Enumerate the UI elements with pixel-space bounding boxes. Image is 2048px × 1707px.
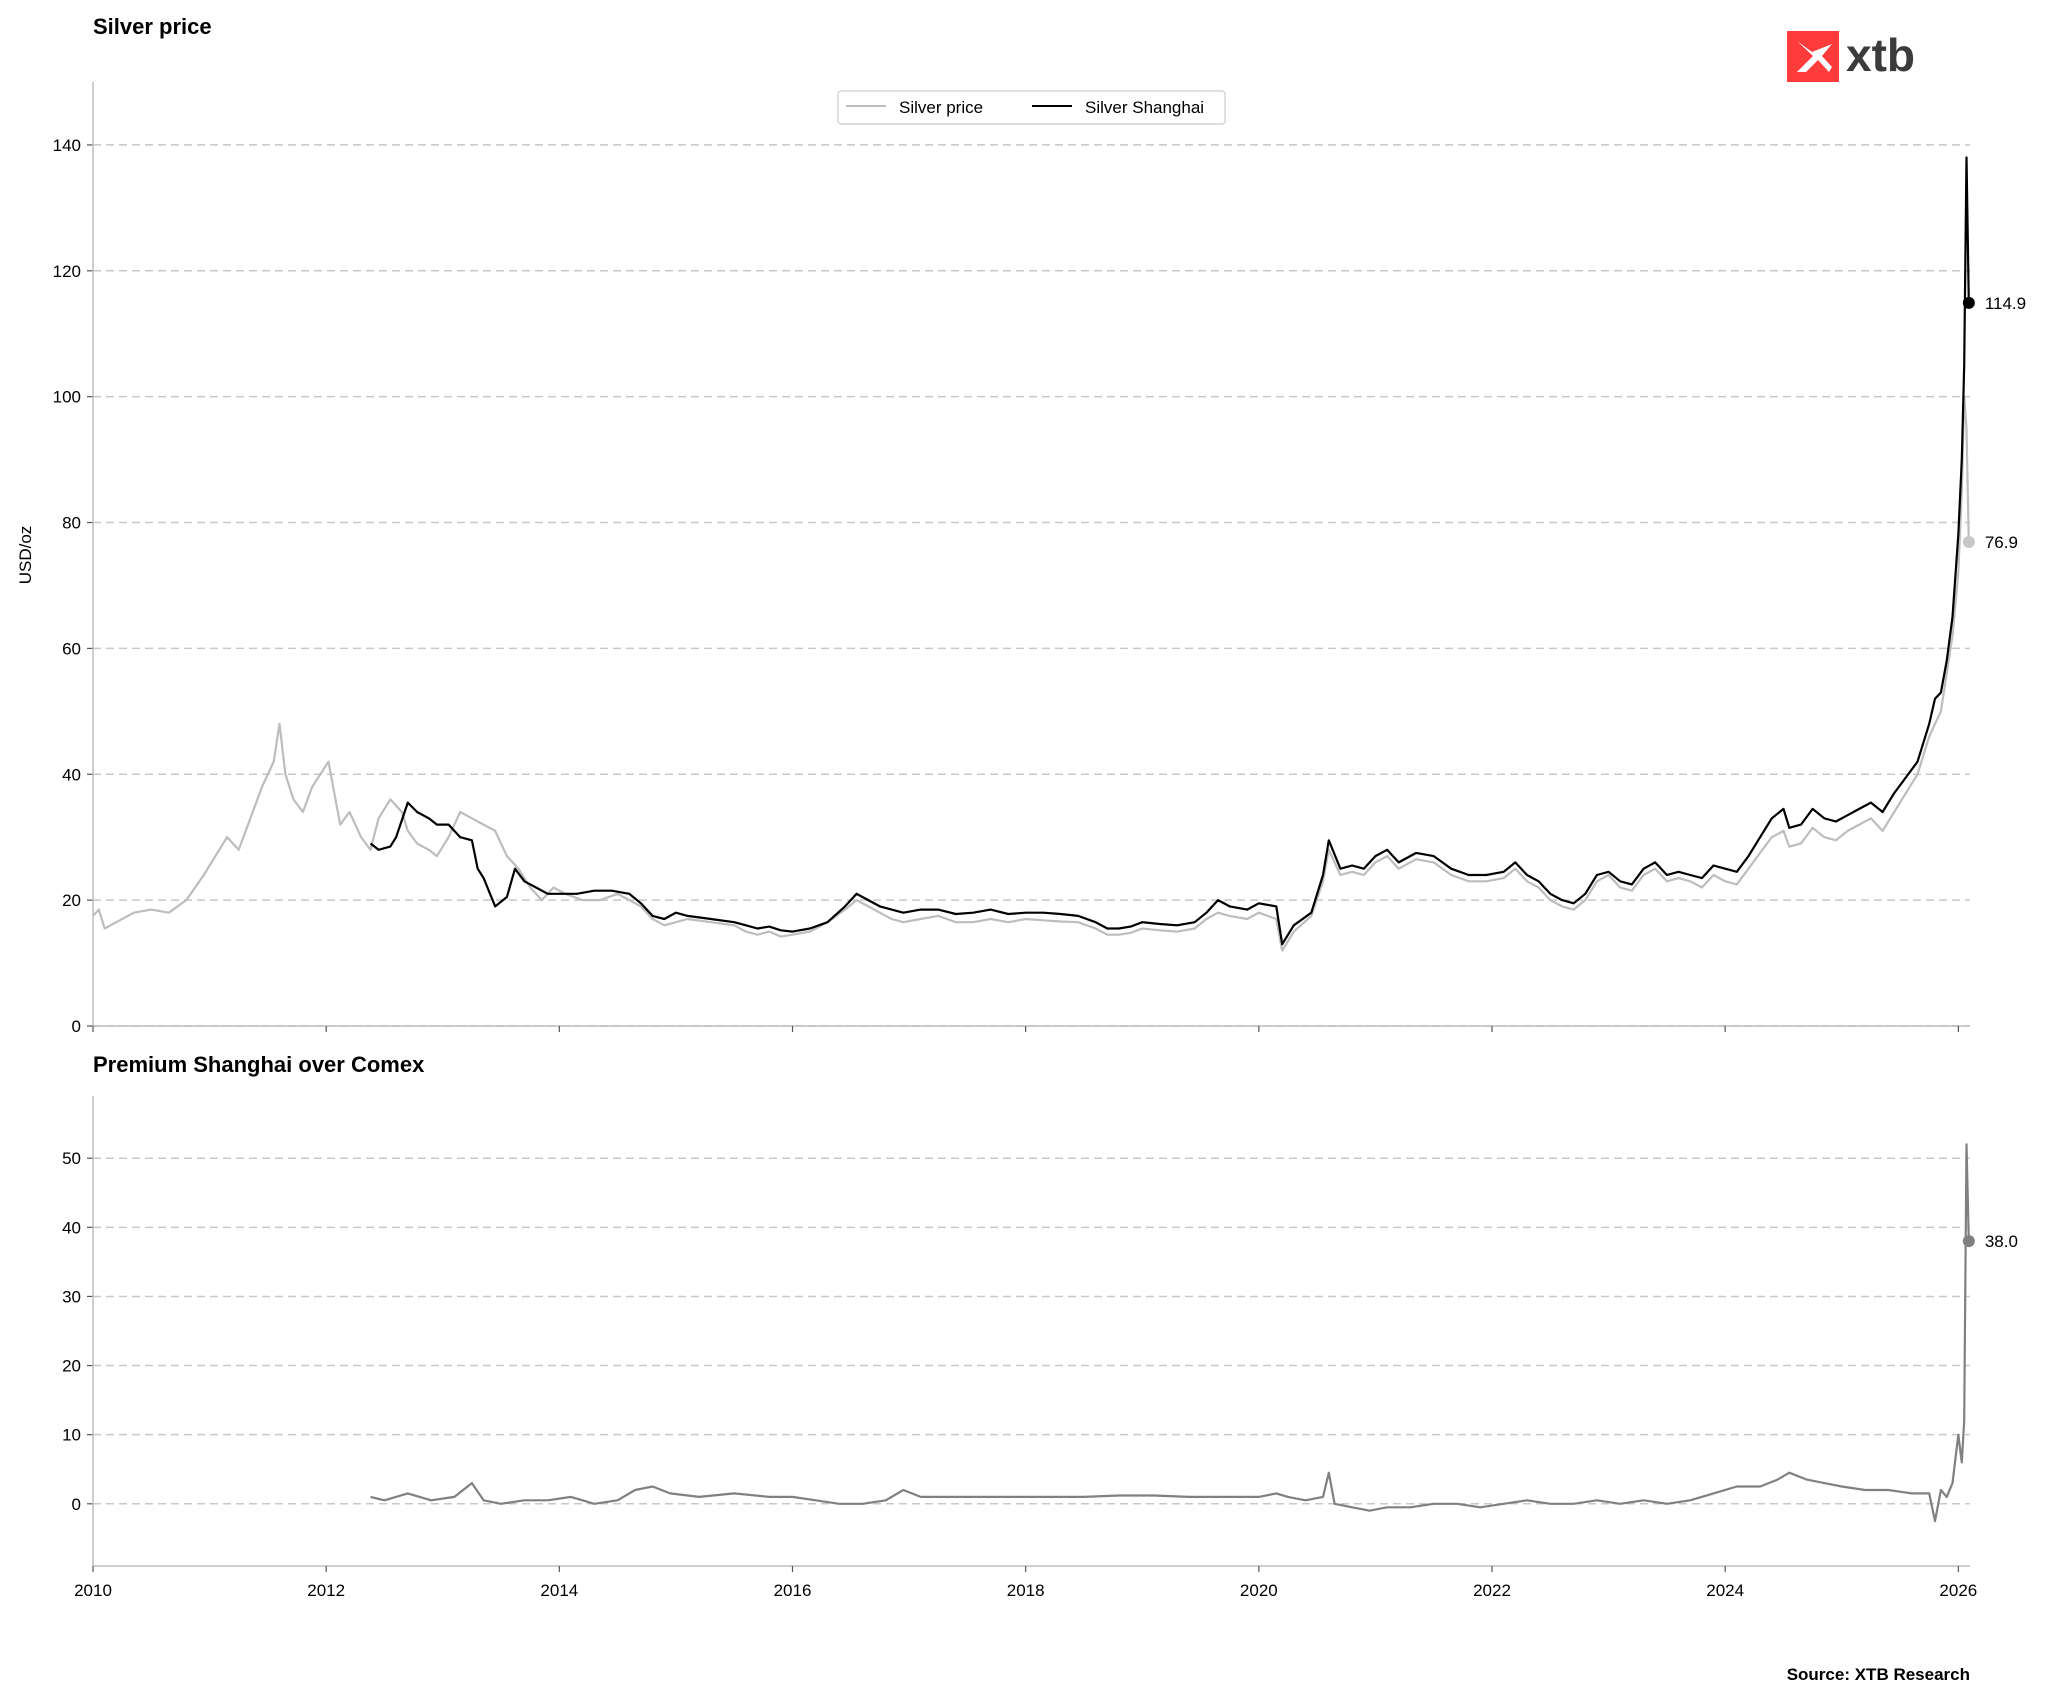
series-line-silver-price [92,395,1970,952]
y-tick-label-20-p1: 20 [62,891,81,910]
y-tick-label-30-p2: 30 [62,1287,81,1306]
y-tick-label-50-p2: 50 [62,1149,81,1168]
y-axis-label: USD/oz [16,526,35,585]
x-tick-label-2010: 2010 [74,1581,112,1600]
legend-label-silver-shanghai: Silver Shanghai [1085,98,1204,117]
y-tick-label-0-p1: 0 [72,1017,81,1036]
x-tick-label-2014: 2014 [540,1581,578,1600]
series-line-premium [370,1143,1970,1523]
x-tick-label-2020: 2020 [1240,1581,1278,1600]
y-tick-label-120-p1: 120 [53,262,81,281]
legend: Silver price Silver Shanghai [837,90,1226,125]
x-tick-label-2026: 2026 [1939,1581,1977,1600]
series-line-silver-shanghai [369,156,1970,946]
x-tick-label-2012: 2012 [307,1581,345,1600]
end-marker-114.9 [1962,296,1975,309]
top-chart-title: Silver price [93,14,212,39]
x-tick-label-2018: 2018 [1007,1581,1045,1600]
xtb-logo: xtb [1787,29,1915,82]
legend-box [837,90,1226,125]
y-tick-label-10-p2: 10 [62,1426,81,1445]
y-tick-label-140-p1: 140 [53,136,81,155]
x-tick-label-2022: 2022 [1473,1581,1511,1600]
legend-label-silver-price: Silver price [899,98,983,117]
y-tick-label-40-p2: 40 [62,1218,81,1237]
end-label-76.9: 76.9 [1985,533,2018,552]
end-marker-76.9 [1962,536,1975,549]
end-marker-38.0 [1962,1235,1975,1248]
source-note: Source: XTB Research [1787,1665,1970,1684]
x-tick-label-2016: 2016 [774,1581,812,1600]
end-label-38.0: 38.0 [1985,1232,2018,1251]
y-tick-label-20-p2: 20 [62,1357,81,1376]
y-tick-label-60-p1: 60 [62,639,81,658]
y-tick-label-0-p2: 0 [72,1495,81,1514]
plot-layer: 0 20 40 60 80 100 120 140 114.9 76.9 0 10 20 30 40 50 20… [53,82,2026,1600]
end-label-114.9: 114.9 [1985,294,2026,313]
xtb-logo-text: xtb [1846,29,1915,81]
y-tick-label-80-p1: 80 [62,514,81,533]
y-tick-label-100-p1: 100 [53,388,81,407]
x-tick-label-2024: 2024 [1706,1581,1744,1600]
y-tick-label-40-p1: 40 [62,765,81,784]
xtb-logo-x-icon [1797,41,1832,72]
bottom-chart-title: Premium Shanghai over Comex [93,1052,425,1077]
